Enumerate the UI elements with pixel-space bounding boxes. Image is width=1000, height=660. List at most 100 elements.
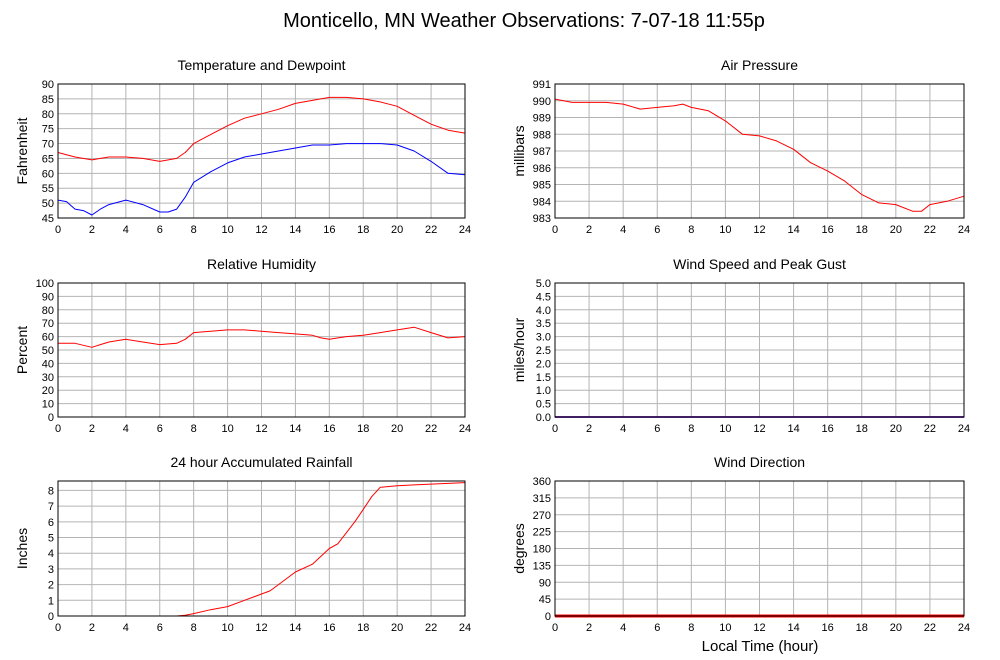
y-tick-label: 50 bbox=[42, 198, 54, 210]
x-tick-label: 6 bbox=[157, 622, 163, 634]
x-tick-label: 10 bbox=[719, 224, 731, 236]
y-tick-label: 10 bbox=[42, 399, 54, 411]
chart-title: Temperature and Dewpoint bbox=[177, 57, 345, 73]
x-tick-label: 8 bbox=[688, 224, 694, 236]
y-tick-label: 100 bbox=[36, 278, 54, 290]
y-tick-label: 135 bbox=[533, 560, 551, 572]
x-tick-label: 20 bbox=[391, 423, 403, 435]
series-line-0 bbox=[58, 326, 466, 348]
x-tick-label: 20 bbox=[890, 622, 902, 634]
y-tick-label: 986 bbox=[533, 163, 551, 175]
y-tick-label: 6 bbox=[48, 517, 54, 529]
x-tick-label: 10 bbox=[221, 622, 233, 634]
y-tick-label: 90 bbox=[539, 577, 551, 589]
y-tick-label: 2.0 bbox=[536, 358, 551, 370]
y-axis-label: Fahrenheit bbox=[14, 117, 30, 184]
x-tick-label: 4 bbox=[123, 622, 129, 634]
x-tick-label: 0 bbox=[552, 622, 558, 634]
y-tick-label: 40 bbox=[42, 358, 54, 370]
y-axis-label: miles/hour bbox=[511, 317, 527, 382]
y-tick-label: 5.0 bbox=[536, 278, 551, 290]
x-tick-label: 22 bbox=[425, 224, 437, 236]
y-tick-label: 3.5 bbox=[536, 318, 551, 330]
x-tick-label: 14 bbox=[289, 423, 301, 435]
x-tick-label: 18 bbox=[856, 224, 868, 236]
y-tick-label: 983 bbox=[533, 213, 551, 225]
x-tick-label: 12 bbox=[255, 224, 267, 236]
x-tick-label: 8 bbox=[191, 622, 197, 634]
y-tick-label: 315 bbox=[533, 493, 551, 505]
y-tick-label: 3 bbox=[48, 564, 54, 576]
chart-temperature: 0 2 4 6 8 10 12 14 16 18 20 22 244550556065707580859… bbox=[14, 57, 471, 236]
chart-panels: 0 2 4 6 8 10 12 14 16 18 20 22 244550556065707580859… bbox=[14, 57, 970, 634]
y-tick-label: 65 bbox=[42, 153, 54, 165]
y-tick-label: 75 bbox=[42, 124, 54, 136]
x-tick-label: 24 bbox=[958, 622, 970, 634]
x-tick-label: 18 bbox=[856, 423, 868, 435]
page-title: Monticello, MN Weather Observations: 7-0… bbox=[283, 10, 765, 32]
x-tick-label: 22 bbox=[425, 423, 437, 435]
y-tick-label: 70 bbox=[42, 318, 54, 330]
y-tick-label: 20 bbox=[42, 385, 54, 397]
y-tick-label: 70 bbox=[42, 139, 54, 151]
x-tick-label: 22 bbox=[924, 622, 936, 634]
x-tick-label: 8 bbox=[191, 224, 197, 236]
x-tick-label: 0 bbox=[552, 423, 558, 435]
plot-frame bbox=[57, 83, 466, 219]
x-tick-label: 20 bbox=[890, 423, 902, 435]
x-tick-label: 6 bbox=[654, 622, 660, 634]
x-tick-label: 0 bbox=[55, 622, 61, 634]
x-tick-label: 20 bbox=[890, 224, 902, 236]
y-tick-label: 4.0 bbox=[536, 305, 551, 317]
x-tick-label: 0 bbox=[55, 224, 61, 236]
chart-title: Wind Direction bbox=[714, 454, 805, 470]
x-tick-label: 22 bbox=[924, 224, 936, 236]
y-tick-label: 5 bbox=[48, 533, 54, 545]
x-tick-label: 10 bbox=[719, 423, 731, 435]
y-tick-label: 45 bbox=[42, 213, 54, 225]
y-tick-label: 225 bbox=[533, 527, 551, 539]
y-axis-label: Inches bbox=[14, 528, 30, 569]
x-tick-label: 4 bbox=[123, 423, 129, 435]
chart-title: Wind Speed and Peak Gust bbox=[673, 256, 846, 272]
y-tick-label: 60 bbox=[42, 332, 54, 344]
y-tick-label: 990 bbox=[533, 96, 551, 108]
y-tick-label: 987 bbox=[533, 146, 551, 158]
y-tick-label: 55 bbox=[42, 183, 54, 195]
x-tick-label: 2 bbox=[586, 224, 592, 236]
x-tick-label: 24 bbox=[958, 224, 970, 236]
y-tick-label: 90 bbox=[42, 291, 54, 303]
y-tick-label: 8 bbox=[48, 485, 54, 497]
x-tick-label: 14 bbox=[289, 224, 301, 236]
x-tick-label: 16 bbox=[822, 622, 834, 634]
x-tick-label: 4 bbox=[620, 423, 626, 435]
x-tick-label: 24 bbox=[459, 224, 471, 236]
chart-wind-speed: 0 2 4 6 8 10 12 14 16 18 20 22 240.00.51.01.52.02.53… bbox=[511, 256, 970, 435]
x-tick-label: 10 bbox=[719, 622, 731, 634]
x-tick-label: 2 bbox=[89, 224, 95, 236]
x-tick-label: 4 bbox=[620, 622, 626, 634]
x-tick-label: 12 bbox=[753, 224, 765, 236]
y-tick-label: 45 bbox=[539, 594, 551, 606]
x-tick-label: 14 bbox=[787, 224, 799, 236]
y-tick-label: 4.5 bbox=[536, 291, 551, 303]
x-tick-label: 20 bbox=[391, 622, 403, 634]
y-tick-label: 2 bbox=[48, 580, 54, 592]
y-axis-label: degrees bbox=[511, 523, 527, 574]
x-tick-label: 18 bbox=[357, 622, 369, 634]
y-tick-label: 30 bbox=[42, 372, 54, 384]
x-tick-label: 8 bbox=[191, 423, 197, 435]
y-tick-label: 0.0 bbox=[536, 412, 551, 424]
y-tick-label: 1.5 bbox=[536, 372, 551, 384]
x-tick-label: 12 bbox=[753, 423, 765, 435]
x-tick-label: 2 bbox=[89, 622, 95, 634]
chart-title: Relative Humidity bbox=[207, 256, 316, 272]
x-tick-label: 0 bbox=[552, 224, 558, 236]
x-tick-label: 12 bbox=[753, 622, 765, 634]
y-tick-label: 985 bbox=[533, 180, 551, 192]
x-tick-label: 4 bbox=[123, 224, 129, 236]
y-tick-label: 50 bbox=[42, 345, 54, 357]
